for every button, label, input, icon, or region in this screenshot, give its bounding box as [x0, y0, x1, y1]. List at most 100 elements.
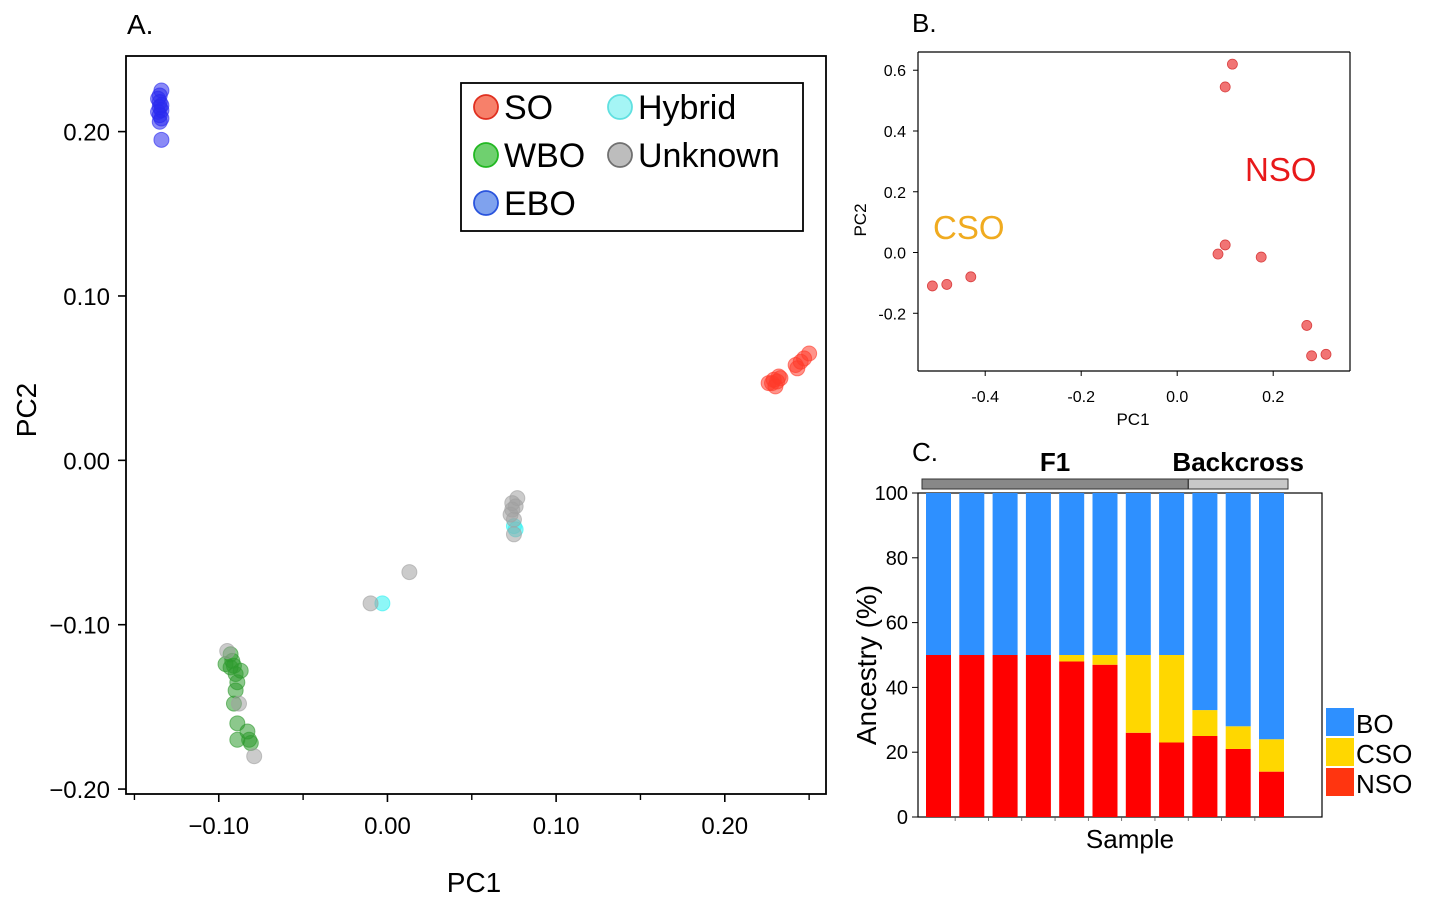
legend-entries: SO WBO EBO Hybrid Unknown — [473, 89, 780, 223]
bar-nso — [1259, 771, 1284, 817]
x-tick-label: 0.0 — [1166, 389, 1188, 406]
point-ebo — [153, 131, 170, 148]
bar-bo — [1259, 493, 1284, 740]
bar-bo — [959, 493, 985, 655]
panel-c-x-axis-label: Sample — [1086, 824, 1174, 854]
panel-a-y-axis-label: PC2 — [11, 383, 42, 437]
bar-nso — [1192, 736, 1218, 817]
bar-nso — [926, 655, 951, 817]
point-ebo — [151, 113, 168, 130]
panel-a-label: A. — [127, 9, 153, 40]
bar-nso — [1059, 661, 1085, 817]
y-tick-label: 0.4 — [884, 124, 906, 141]
panel-b-tick-labels: -0.4 -0.2 0.0 0.2 -0.2 0.0 0.2 0.4 0.6 — [878, 63, 1284, 406]
point-unknown — [362, 595, 379, 612]
point-wbo — [222, 659, 239, 676]
bar-bo — [1025, 493, 1051, 655]
bar-nso — [959, 655, 985, 817]
panel-b: B. -0.4 -0.2 0.0 0.2 -0.2 0.0 0.2 0.4 0.6 PC1 PC… — [851, 8, 1351, 429]
point — [1306, 350, 1317, 362]
point — [927, 280, 938, 292]
bar-bo — [1192, 493, 1218, 711]
bar-nso — [1092, 664, 1118, 817]
panel-c-y-axis-label: Ancestry (%) — [851, 585, 882, 745]
point-unknown — [401, 564, 418, 581]
panel-a-plot-frame — [125, 55, 827, 795]
point-unknown — [505, 526, 522, 543]
y-tick-label: 0.2 — [884, 185, 906, 202]
legend-label-bo: BO — [1356, 709, 1394, 739]
panel-c-plot-frame — [917, 492, 1323, 818]
x-tick-label: 0.20 — [701, 813, 748, 840]
point — [1227, 58, 1238, 70]
panel-c-bars — [926, 493, 1284, 817]
legend-marker-hybrid — [607, 94, 633, 120]
panel-b-label: B. — [912, 8, 937, 38]
x-tick-label: 0.2 — [1262, 389, 1284, 406]
panel-a-points — [150, 82, 818, 765]
bar-bo — [1225, 493, 1251, 727]
y-tick-label: 0 — [897, 807, 908, 829]
y-tick-label: 60 — [886, 613, 908, 635]
point — [1301, 320, 1313, 331]
point-unknown — [246, 748, 263, 765]
panel-b-x-axis-label: PC1 — [1116, 410, 1149, 429]
panel-a: A. −0.10 0.00 0.10 0.20 −0.20 −0.10 0.00 0.10 0.… — [11, 9, 827, 898]
group-label-f1: F1 — [1040, 447, 1070, 477]
legend-marker-wbo — [473, 142, 499, 168]
legend-swatch-nso — [1326, 768, 1354, 796]
panel-b-axis-ticks — [913, 69, 1274, 376]
y-tick-label: 0.0 — [884, 246, 906, 263]
panel-b-y-axis-label: PC2 — [851, 203, 870, 236]
bar-cso — [1259, 739, 1284, 772]
bar-cso — [1125, 655, 1151, 733]
point — [1219, 81, 1231, 93]
bar-bo — [926, 493, 951, 655]
point — [941, 279, 953, 290]
bar-cso — [1059, 655, 1085, 662]
legend-swatch-cso — [1326, 738, 1354, 766]
panel-b-points — [927, 58, 1332, 362]
bar-nso — [1125, 732, 1151, 817]
group-bar-backcross — [1187, 478, 1289, 490]
panel-a-x-axis-label: PC1 — [447, 867, 501, 898]
x-tick-label: 0.00 — [364, 813, 411, 840]
bar-cso — [1159, 655, 1185, 743]
point-unknown — [505, 511, 522, 528]
legend-marker-so — [473, 94, 499, 120]
y-tick-label: 0.6 — [884, 63, 906, 80]
legend-label-unknown: Unknown — [638, 137, 780, 175]
bar-cso — [1225, 726, 1251, 749]
point-unknown — [504, 495, 521, 512]
bar-nso — [1025, 655, 1051, 817]
y-tick-label: 0.10 — [63, 284, 110, 311]
legend-label-so: SO — [504, 89, 553, 127]
point-wbo — [242, 735, 259, 752]
point-so — [789, 360, 806, 377]
bar-nso — [1225, 748, 1251, 817]
group-label-backcross: Backcross — [1172, 447, 1304, 477]
point — [965, 271, 977, 283]
point — [1212, 248, 1224, 260]
y-tick-label: 0.00 — [63, 448, 110, 475]
legend-label-wbo: WBO — [504, 137, 585, 175]
y-tick-label: 80 — [886, 548, 908, 570]
point — [1255, 251, 1267, 263]
y-tick-label: 20 — [886, 742, 908, 764]
y-tick-label: 0.20 — [63, 120, 110, 147]
x-tick-label: -0.4 — [971, 389, 999, 406]
point-so — [801, 345, 818, 362]
legend-marker-ebo — [473, 190, 499, 216]
panel-c-axis-ticks — [912, 492, 1256, 821]
point — [1219, 239, 1231, 251]
panel-a-legend: SO WBO EBO Hybrid Unknown — [460, 82, 804, 232]
bar-bo — [1159, 493, 1185, 655]
bar-bo — [1125, 493, 1151, 655]
bar-cso — [1192, 710, 1218, 736]
y-tick-label: 100 — [875, 483, 908, 505]
bar-bo — [1092, 493, 1118, 655]
legend-label-cso: CSO — [1356, 739, 1412, 769]
panel-a-tick-labels: −0.10 0.00 0.10 0.20 −0.20 −0.10 0.00 0.10 0.20 — [49, 120, 748, 840]
